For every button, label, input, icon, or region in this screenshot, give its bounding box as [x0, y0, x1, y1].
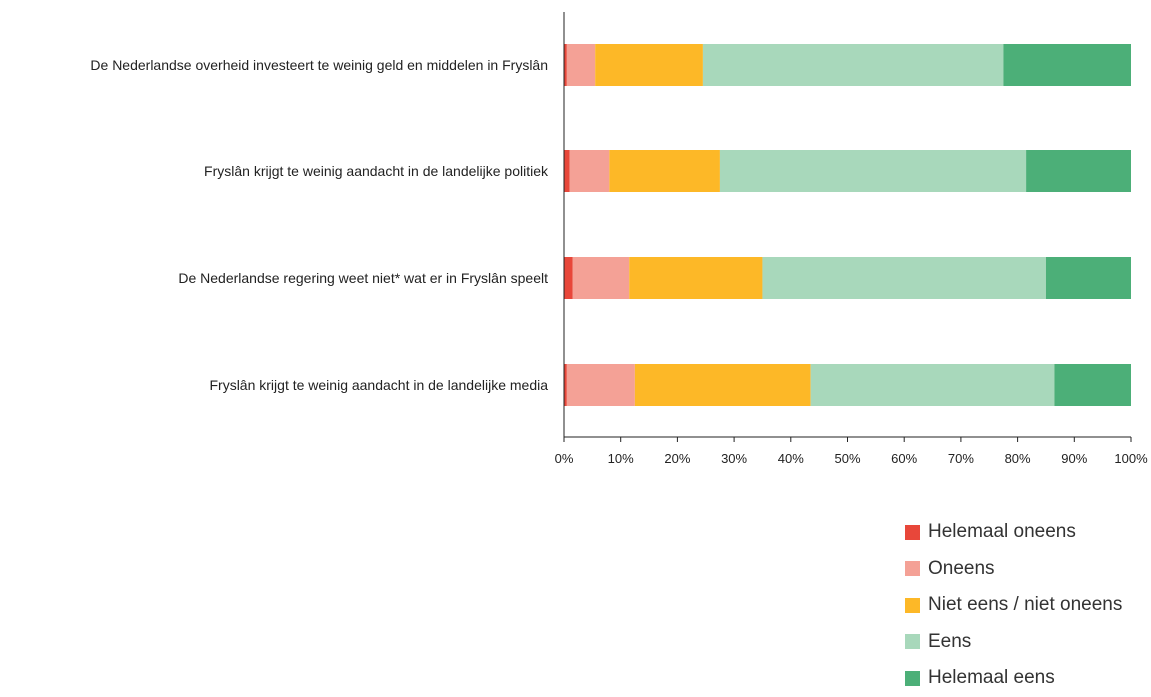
legend-label: Helemaal oneens: [928, 521, 1076, 543]
legend-swatch: [905, 561, 920, 577]
bar-segment: [762, 257, 1046, 299]
legend-item: Helemaal oneens: [905, 514, 1122, 551]
legend-item: Niet eens / niet oneens: [905, 587, 1122, 624]
bar-segment: [564, 150, 570, 192]
x-tick-label: 30%: [721, 451, 747, 466]
x-tick-label: 10%: [608, 451, 634, 466]
bar-segment: [810, 364, 1055, 406]
legend-label: Niet eens / niet oneens: [928, 594, 1123, 616]
category-label: De Nederlandse regering weet niet* wat e…: [178, 270, 548, 286]
bar-segment: [634, 364, 811, 406]
bar-segment: [566, 44, 596, 86]
bar-segment: [629, 257, 763, 299]
legend-item: Oneens: [905, 551, 1122, 588]
legend-item: Eens: [905, 624, 1122, 661]
bar-segment: [595, 44, 703, 86]
bars-group: [564, 44, 1131, 406]
legend-label: Helemaal eens: [928, 667, 1055, 689]
legend-label: Eens: [928, 630, 972, 652]
bar-segment: [1026, 150, 1131, 192]
bar-segment: [564, 364, 567, 406]
bar-segment: [564, 257, 573, 299]
category-label: Fryslân krijgt te weinig aandacht in de …: [204, 163, 549, 179]
category-label: De Nederlandse overheid investeert te we…: [90, 57, 548, 73]
x-tick-label: 70%: [948, 451, 974, 466]
category-labels: De Nederlandse overheid investeert te we…: [90, 57, 549, 393]
legend-item: Helemaal eens: [905, 660, 1122, 697]
x-tick-label: 50%: [834, 451, 860, 466]
bar-segment: [572, 257, 630, 299]
bar-segment: [719, 150, 1027, 192]
bar-segment: [564, 44, 567, 86]
x-tick-label: 100%: [1114, 451, 1148, 466]
bar-segment: [1045, 257, 1131, 299]
x-axis-ticks: 0% 10% 20% 30% 40% 50% 60% 70% 80% 90% 100%: [555, 437, 1148, 466]
x-tick-label: 40%: [778, 451, 804, 466]
bar-segment: [566, 364, 635, 406]
bar-segment: [1003, 44, 1131, 86]
x-tick-label: 60%: [891, 451, 917, 466]
legend-swatch: [905, 597, 920, 613]
bar-segment: [609, 150, 720, 192]
x-tick-label: 80%: [1005, 451, 1031, 466]
legend-swatch: [905, 670, 920, 686]
legend-swatch: [905, 524, 920, 540]
legend-swatch: [905, 634, 920, 650]
legend-label: Oneens: [928, 557, 995, 579]
category-label: Fryslân krijgt te weinig aandacht in de …: [209, 377, 548, 393]
x-tick-label: 20%: [664, 451, 690, 466]
x-tick-label: 90%: [1061, 451, 1087, 466]
x-tick-label: 0%: [555, 451, 574, 466]
stacked-bar-chart: De Nederlandse overheid investeert te we…: [90, 12, 1148, 466]
bar-segment: [1054, 364, 1131, 406]
bar-segment: [569, 150, 610, 192]
bar-segment: [702, 44, 1004, 86]
legend: Helemaal oneens Oneens Niet eens / niet on…: [905, 514, 1122, 697]
